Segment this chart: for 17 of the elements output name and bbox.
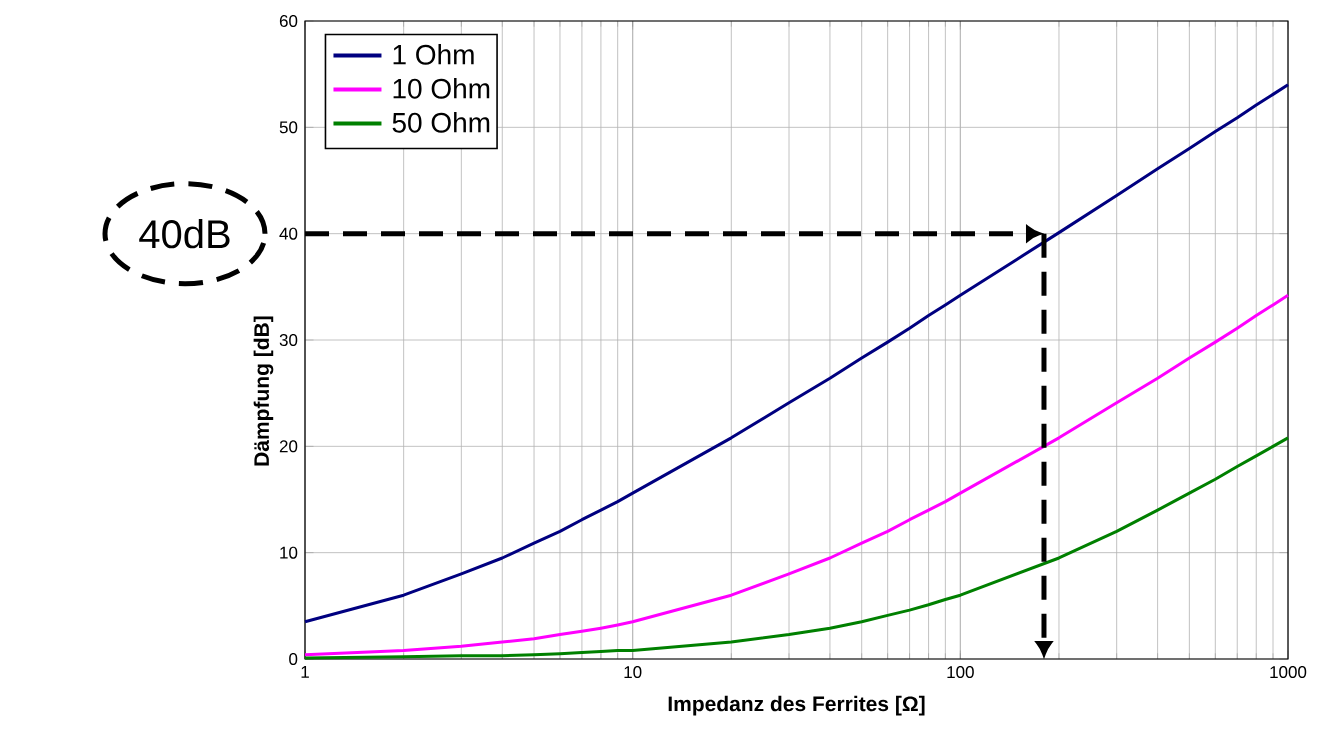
y-tick-label: 50 [279, 121, 298, 134]
y-tick-label: 60 [279, 15, 298, 28]
ref-line-label: 40dB [139, 218, 230, 249]
y-tick-label: 0 [289, 653, 298, 666]
y-axis-title: Dämpfung [dB] [253, 316, 274, 466]
legend-label: 10 Ohm [393, 78, 490, 99]
x-tick-label: 1 [301, 666, 309, 678]
y-tick-label: 40 [279, 227, 298, 240]
y-tick-label: 20 [279, 440, 298, 453]
x-tick-label: 10 [624, 666, 642, 679]
x-axis-title: Impedanz des Ferrites [Ω] [668, 695, 925, 716]
y-tick-label: 10 [280, 546, 298, 559]
x-tick-label: 1000 [1270, 666, 1307, 679]
y-tick-label: 30 [279, 334, 298, 347]
x-tick-label: 100 [947, 666, 974, 679]
legend-label: 50 Ohm [392, 112, 490, 133]
legend-label: 1 Ohm [393, 44, 474, 65]
